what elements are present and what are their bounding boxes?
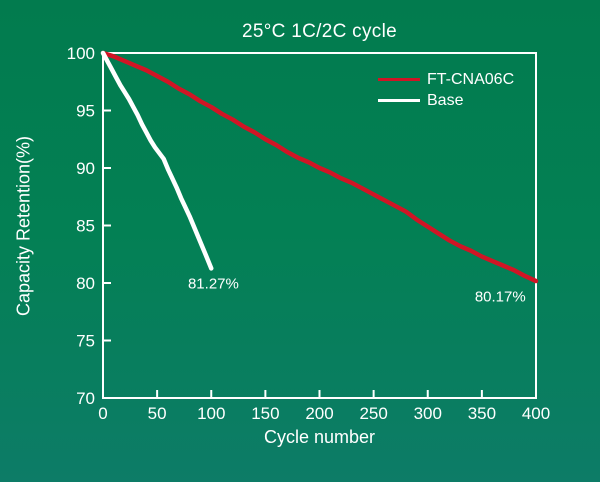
legend-line-base [378, 99, 420, 102]
y-axis-label: Capacity Retention(%) [13, 135, 34, 317]
x-tick-label: 350 [468, 404, 496, 423]
y-tick-label: 75 [76, 332, 95, 351]
x-tick-label: 250 [359, 404, 387, 423]
plot-frame [102, 52, 537, 399]
legend-item-ft-cna06c: FT-CNA06C [378, 69, 514, 90]
x-tick-label: 0 [98, 404, 107, 423]
x-tick-label: 50 [148, 404, 167, 423]
x-tick-label: 300 [414, 404, 442, 423]
legend-line-ft-cna06c [378, 78, 420, 81]
x-tick-label: 400 [522, 404, 550, 423]
series-line-base [100, 50, 214, 271]
x-tick-label: 200 [305, 404, 333, 423]
y-tick-label: 90 [76, 159, 95, 178]
y-tick-label: 70 [76, 389, 95, 408]
chart-title: 25°C 1C/2C cycle [242, 21, 397, 42]
y-tick-label: 100 [67, 44, 95, 63]
x-tick-label: 100 [197, 404, 225, 423]
annotation-base-retention: 81.27% [187, 275, 239, 293]
y-tick-label: 85 [76, 217, 95, 236]
series-line-ft-cna06c [100, 50, 539, 284]
x-tick-label: 150 [251, 404, 279, 423]
legend: FT-CNA06C Base [378, 69, 514, 111]
x-axis-label: Cycle number [263, 427, 376, 447]
legend-label-base: Base [427, 92, 464, 109]
legend-item-base: Base [378, 90, 514, 111]
annotation-ftcna06c-retention: 80.17% [474, 288, 526, 306]
y-tick-label: 95 [76, 102, 95, 121]
legend-label-ft-cna06c: FT-CNA06C [427, 71, 515, 88]
y-tick-label: 80 [76, 274, 95, 293]
